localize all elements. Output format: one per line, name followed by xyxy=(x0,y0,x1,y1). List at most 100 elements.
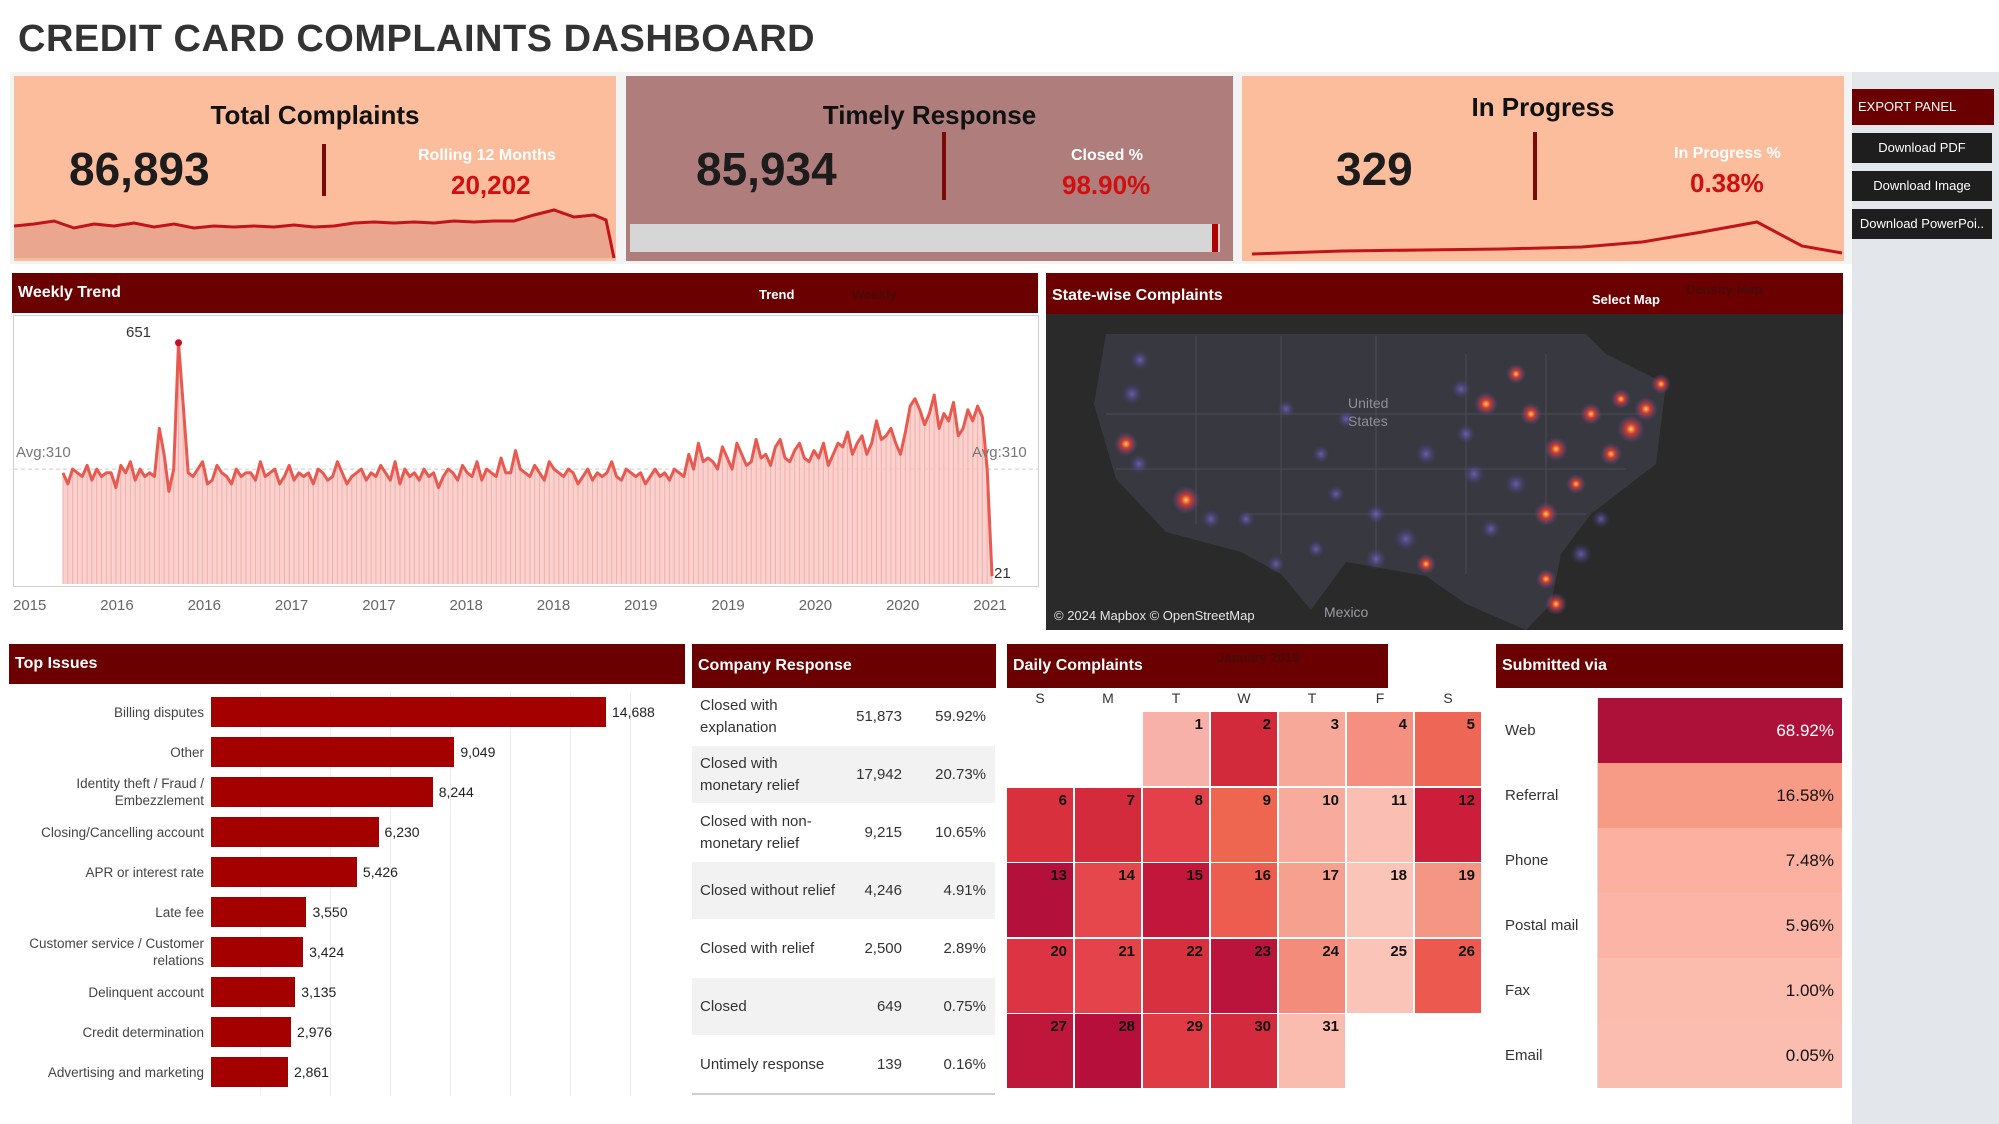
calendar-day[interactable]: 27 xyxy=(1007,1014,1073,1088)
calendar-day[interactable]: 24 xyxy=(1279,938,1345,1013)
submitted-share-cell: 7.48% xyxy=(1598,828,1842,893)
x-tick-label: 2016 xyxy=(187,597,221,614)
calendar-day[interactable]: 25 xyxy=(1347,938,1413,1013)
submitted-row[interactable]: Referral 16.58% xyxy=(1497,763,1842,828)
calendar-day[interactable]: 15 xyxy=(1143,863,1209,937)
submitted-row[interactable]: Postal mail 5.96% xyxy=(1497,893,1842,958)
issue-bar[interactable] xyxy=(211,817,379,847)
issue-label: Credit determination xyxy=(82,1025,204,1040)
issue-bar[interactable] xyxy=(211,1017,292,1047)
response-row[interactable]: Closed without relief 4,246 4.91% xyxy=(692,862,995,919)
calendar-day[interactable]: 22 xyxy=(1143,938,1209,1013)
calendar-day[interactable]: 29 xyxy=(1143,1014,1209,1088)
response-row[interactable]: Closed with non-monetary relief 9,215 10.6… xyxy=(692,804,995,861)
calendar-day-number: 12 xyxy=(1458,791,1475,809)
calendar-day[interactable]: 11 xyxy=(1347,787,1413,862)
calendar-day[interactable]: 5 xyxy=(1415,712,1481,786)
calendar-day[interactable]: 4 xyxy=(1347,712,1413,786)
issue-bar[interactable] xyxy=(211,897,307,927)
issue-bar[interactable] xyxy=(211,697,606,727)
calendar-day-number: 10 xyxy=(1322,791,1339,809)
issue-bar[interactable] xyxy=(211,937,304,967)
issue-row[interactable]: Other 9,049 xyxy=(0,737,690,767)
x-tick-label: 2021 xyxy=(973,597,1007,614)
submitted-row[interactable]: Web 68.92% xyxy=(1497,698,1842,763)
calendar-day-number: 27 xyxy=(1050,1018,1067,1035)
calendar-day[interactable]: 13 xyxy=(1007,863,1073,937)
issue-row[interactable]: Closing/Cancelling account 6,230 xyxy=(0,817,690,847)
response-label: Closed xyxy=(700,997,747,1015)
issue-row[interactable]: Advertising and marketing 2,861 xyxy=(0,1057,690,1087)
issue-bar[interactable] xyxy=(211,737,455,767)
trend-toggle-trend[interactable]: Trend xyxy=(759,287,795,302)
calendar-day[interactable]: 8 xyxy=(1143,787,1209,862)
issue-bar[interactable] xyxy=(211,977,296,1007)
response-row[interactable]: Closed with relief 2,500 2.89% xyxy=(692,920,995,977)
kpi-progress-card[interactable]: In Progress 329 In Progress % 0.38% xyxy=(1242,76,1844,261)
density-map-option[interactable]: Density Map xyxy=(1686,282,1763,297)
trend-toggle-weekly[interactable]: Weekly xyxy=(852,287,897,302)
calendar-day[interactable]: 17 xyxy=(1279,863,1345,937)
calendar-day[interactable]: 21 xyxy=(1075,938,1141,1013)
issue-bar[interactable] xyxy=(211,777,433,807)
calendar-day-number: 5 xyxy=(1466,716,1475,733)
calendar-day[interactable]: 16 xyxy=(1211,863,1277,937)
calendar-day[interactable]: 20 xyxy=(1007,938,1073,1013)
issue-value: 3,135 xyxy=(301,984,337,1000)
kpi-timely-card[interactable]: Timely Response 85,934 Closed % 98.90% xyxy=(626,76,1233,261)
response-row[interactable]: Closed with monetary relief 17,942 20.73% xyxy=(692,746,995,803)
kpi-progress-value: 329 xyxy=(1336,143,1413,195)
issue-label: APR or interest rate xyxy=(85,865,204,880)
issue-row[interactable]: APR or interest rate 5,426 xyxy=(0,857,690,887)
calendar-day[interactable]: 19 xyxy=(1415,863,1481,937)
submitted-row[interactable]: Email 0.05% xyxy=(1497,1023,1842,1088)
kpi-strip: Total Complaints 86,893 Rolling 12 Month… xyxy=(10,72,1852,264)
issue-row[interactable]: Billing disputes 14,688 xyxy=(0,697,690,727)
issue-row[interactable]: Customer service / Customer relations 3,4… xyxy=(0,936,690,968)
response-percent: 20.73% xyxy=(935,766,986,783)
response-row[interactable]: Untimely response 139 0.16% xyxy=(692,1036,995,1093)
calendar-day[interactable]: 1 xyxy=(1143,712,1209,786)
issue-row[interactable]: Late fee 3,550 xyxy=(0,897,690,927)
weekday-label: F xyxy=(1375,690,1385,706)
calendar-day[interactable]: 18 xyxy=(1347,863,1413,937)
issue-row[interactable]: Credit determination 2,976 xyxy=(0,1017,690,1047)
trend-stems xyxy=(62,342,993,584)
submitted-row[interactable]: Fax 1.00% xyxy=(1497,958,1842,1023)
download-pdf-button[interactable]: Download PDF xyxy=(1852,133,1992,163)
kpi-total-card[interactable]: Total Complaints 86,893 Rolling 12 Month… xyxy=(14,76,616,261)
issue-label: Customer service / Customer relations xyxy=(29,936,204,968)
calendar-day[interactable]: 12 xyxy=(1415,787,1481,862)
calendar-day[interactable]: 23 xyxy=(1211,938,1277,1013)
x-tick-label: 2017 xyxy=(274,597,309,614)
weekday-label: S xyxy=(1035,690,1045,706)
issue-bar[interactable] xyxy=(211,1057,288,1087)
issue-label: Delinquent account xyxy=(88,985,204,1000)
download-image-button[interactable]: Download Image xyxy=(1852,171,1992,201)
calendar-day[interactable]: 10 xyxy=(1279,787,1345,862)
calendar-day[interactable]: 14 xyxy=(1075,863,1141,937)
issue-row[interactable]: Identity theft / Fraud / Embezzlement 8,2… xyxy=(0,776,690,808)
response-row[interactable]: Closed 649 0.75% xyxy=(692,978,995,1035)
calendar-day[interactable]: 28 xyxy=(1075,1014,1141,1088)
calendar-day[interactable]: 6 xyxy=(1007,787,1073,862)
peak-marker xyxy=(175,339,183,347)
calendar-day[interactable]: 2 xyxy=(1211,712,1277,786)
issue-row[interactable]: Delinquent account 3,135 xyxy=(0,977,690,1007)
select-map-label[interactable]: Select Map xyxy=(1592,292,1660,307)
peak-label: 651 xyxy=(126,324,152,341)
submitted-share-cell: 5.96% xyxy=(1598,893,1842,958)
calendar-day[interactable]: 26 xyxy=(1415,938,1481,1013)
response-row[interactable]: Closed with explanation 51,873 59.92% xyxy=(692,688,995,745)
calendar-day[interactable]: 9 xyxy=(1211,787,1277,862)
submitted-row[interactable]: Phone 7.48% xyxy=(1497,828,1842,893)
issue-bar[interactable] xyxy=(211,857,357,887)
response-count: 649 xyxy=(876,998,902,1015)
state-complaints-map[interactable]: United States Mexico © 2024 Mapbox © Ope… xyxy=(1046,314,1843,630)
calendar-day[interactable]: 3 xyxy=(1279,712,1345,786)
download-powerpoint-button[interactable]: Download PowerPoi.. xyxy=(1852,209,1992,239)
response-percent: 0.75% xyxy=(943,998,986,1015)
calendar-day[interactable]: 31 xyxy=(1279,1014,1345,1088)
calendar-day[interactable]: 7 xyxy=(1075,787,1141,862)
calendar-day[interactable]: 30 xyxy=(1211,1014,1277,1088)
